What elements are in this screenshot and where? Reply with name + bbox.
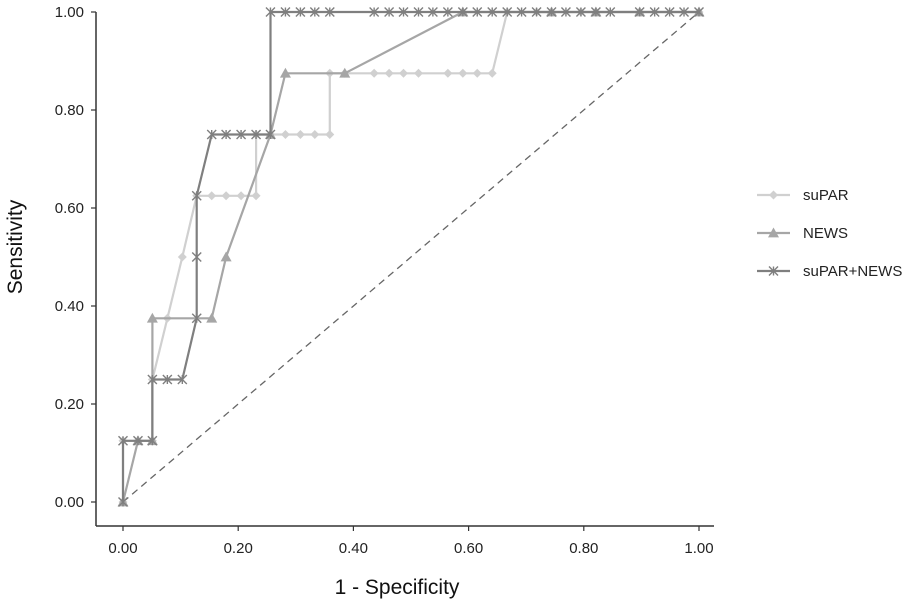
data-point-supar	[310, 130, 320, 139]
reference-line-group	[122, 11, 700, 503]
data-point-supar	[221, 191, 231, 201]
data-point-supar-news	[457, 7, 468, 17]
data-point-supar-news	[132, 435, 143, 446]
data-point-supar-news	[191, 252, 202, 262]
data-point-supar-news	[221, 129, 232, 140]
legend-swatch-marker	[768, 227, 779, 238]
legend: suPAR NEWS suPAR+NEWS	[757, 187, 902, 280]
y-tick-label: 1.00	[55, 4, 84, 21]
data-point-supar-news	[324, 7, 335, 17]
data-point-supar-news	[147, 374, 158, 385]
y-tick-label: 0.40	[55, 298, 84, 315]
series-layer	[117, 6, 705, 507]
data-point-supar-news	[531, 7, 542, 17]
x-tick-label: 0.20	[224, 540, 253, 557]
x-tick-label: 1.00	[684, 540, 713, 557]
data-point-news	[220, 251, 232, 262]
data-point-supar	[280, 130, 290, 139]
data-point-supar-news	[162, 374, 173, 385]
data-point-supar-news	[502, 7, 513, 17]
legend-item-news: NEWS	[757, 225, 848, 242]
data-point-supar-news	[206, 129, 217, 140]
y-tick-label: 0.00	[55, 494, 84, 511]
series-supar-news	[118, 7, 704, 507]
data-point-supar-news	[295, 7, 306, 17]
data-point-supar	[413, 68, 423, 78]
data-point-supar-news	[147, 435, 158, 446]
data-point-supar-news	[427, 7, 438, 17]
legend-item-supar: suPAR	[757, 187, 849, 204]
data-point-supar-news	[472, 7, 483, 17]
data-point-supar-news	[694, 7, 704, 17]
data-point-supar-news	[664, 7, 675, 17]
data-point-supar-news	[413, 7, 424, 17]
data-point-supar	[487, 68, 497, 78]
data-point-supar-news	[442, 7, 453, 17]
data-point-supar-news	[118, 497, 128, 507]
data-point-news	[339, 67, 351, 78]
data-point-supar-news	[309, 7, 320, 17]
x-tick-label: 0.00	[108, 540, 137, 557]
y-axis-title: Sensitivity	[4, 199, 27, 294]
data-point-supar-news	[384, 7, 395, 17]
legend-label: NEWS	[803, 225, 848, 242]
data-point-supar-news	[679, 7, 690, 17]
data-point-supar-news	[191, 190, 202, 201]
data-point-supar-news	[634, 7, 645, 17]
y-tick-label: 0.80	[55, 102, 84, 119]
data-point-news	[206, 312, 218, 323]
data-point-supar	[384, 68, 394, 78]
data-point-supar	[369, 68, 379, 78]
axes: 0.00 0.20 0.40 0.60 0.80 1.00 0.00 0.20 0.40 0.60…	[55, 4, 714, 557]
data-point-supar	[472, 68, 482, 78]
data-point-supar	[399, 68, 409, 78]
legend-swatch-marker	[768, 266, 779, 276]
data-point-supar	[207, 191, 217, 201]
data-point-supar-news	[546, 7, 557, 17]
data-point-supar-news	[398, 7, 409, 17]
data-point-supar-news	[590, 7, 601, 17]
data-point-supar-news	[236, 129, 247, 140]
data-point-supar	[325, 130, 335, 139]
data-point-supar-news	[177, 374, 188, 385]
data-point-supar-news	[560, 7, 571, 17]
data-point-supar-news	[649, 7, 660, 17]
y-tick-label: 0.20	[55, 396, 84, 413]
data-point-supar	[295, 130, 305, 139]
data-point-supar-news	[265, 7, 276, 17]
data-point-supar-news	[369, 7, 380, 17]
x-axis-title: 1 - Specificity	[335, 576, 460, 599]
data-point-supar	[177, 252, 187, 262]
series-line-supar-news	[121, 10, 699, 502]
x-tick-label: 0.60	[454, 540, 483, 557]
x-tick-label: 0.80	[569, 540, 598, 557]
reference-diagonal-line	[122, 11, 700, 503]
legend-item-supar-news: suPAR+NEWS	[757, 263, 902, 280]
data-point-supar-news	[605, 7, 616, 17]
data-point-news	[146, 312, 158, 323]
data-point-supar-news	[191, 313, 202, 324]
data-point-news	[279, 67, 291, 78]
data-point-supar	[443, 68, 453, 78]
data-point-supar	[236, 191, 246, 201]
legend-label: suPAR	[803, 187, 849, 204]
legend-label: suPAR+NEWS	[803, 263, 902, 280]
data-point-supar-news	[265, 129, 276, 140]
y-tick-label: 0.60	[55, 200, 84, 217]
data-point-supar-news	[251, 129, 262, 140]
data-point-supar-news	[516, 7, 527, 17]
data-point-supar	[458, 68, 468, 78]
data-point-supar-news	[575, 7, 586, 17]
data-point-supar-news	[280, 7, 291, 17]
data-point-supar	[251, 191, 261, 201]
data-point-supar-news	[487, 7, 498, 17]
legend-swatch-marker	[769, 190, 778, 200]
x-tick-label: 0.40	[339, 540, 368, 557]
data-point-supar-news	[118, 435, 128, 446]
